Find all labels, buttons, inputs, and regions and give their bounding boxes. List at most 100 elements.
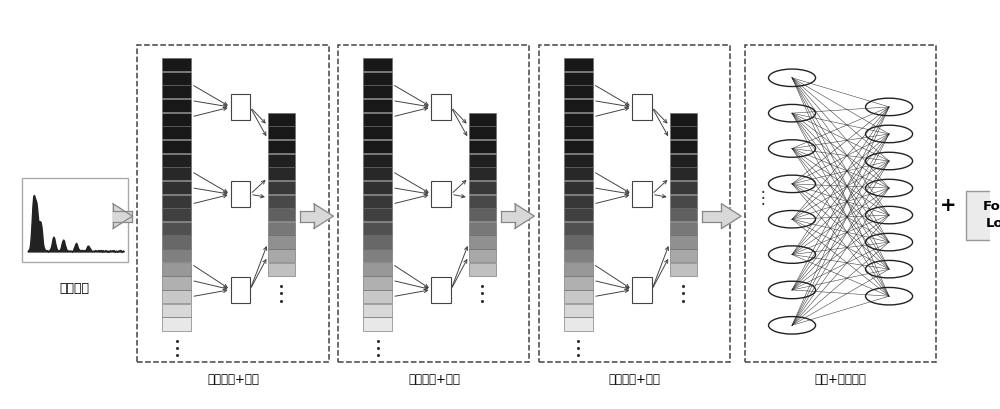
Bar — [469, 140, 496, 153]
Bar — [268, 112, 295, 126]
Bar — [230, 276, 250, 303]
Bar — [469, 208, 496, 221]
Bar — [469, 236, 496, 249]
Bar — [363, 112, 392, 126]
Bar — [268, 222, 295, 235]
Bar — [268, 181, 295, 194]
Bar — [564, 195, 593, 208]
Bar — [268, 249, 295, 262]
Bar — [338, 45, 529, 362]
Bar — [363, 263, 392, 276]
Bar — [632, 181, 652, 207]
Bar — [431, 94, 451, 120]
Text: 一维卷积+池化: 一维卷积+池化 — [207, 373, 259, 386]
Bar — [363, 126, 392, 139]
Bar — [162, 126, 191, 139]
Bar — [670, 195, 697, 208]
Bar — [632, 276, 652, 303]
Bar — [162, 195, 191, 208]
Bar — [670, 112, 697, 126]
Bar — [632, 94, 652, 120]
Bar — [162, 154, 191, 167]
Bar — [564, 249, 593, 262]
Bar — [564, 154, 593, 167]
Bar — [564, 72, 593, 85]
Bar — [162, 140, 191, 153]
Bar — [564, 167, 593, 180]
Bar — [363, 236, 392, 249]
Bar — [162, 58, 191, 71]
Bar — [162, 99, 191, 112]
Bar — [268, 195, 295, 208]
Bar — [670, 181, 697, 194]
Bar — [745, 45, 936, 362]
Bar — [670, 140, 697, 153]
Bar — [564, 290, 593, 303]
Bar — [363, 208, 392, 221]
Text: 一维卷积+池化: 一维卷积+池化 — [408, 373, 460, 386]
Text: Focal
Loss: Focal Loss — [983, 200, 1000, 230]
Text: +: + — [940, 196, 956, 215]
Bar — [670, 167, 697, 180]
Bar — [162, 181, 191, 194]
Bar — [162, 263, 191, 276]
Bar — [670, 126, 697, 139]
Bar — [469, 181, 496, 194]
Bar — [363, 58, 392, 71]
Bar — [564, 181, 593, 194]
Bar — [363, 222, 392, 235]
Bar — [162, 208, 191, 221]
Bar — [363, 181, 392, 194]
Bar — [564, 304, 593, 317]
Bar — [363, 276, 392, 290]
Bar — [162, 236, 191, 249]
Bar — [268, 167, 295, 180]
Bar — [363, 99, 392, 112]
Bar — [268, 140, 295, 153]
Bar — [162, 249, 191, 262]
Bar — [363, 85, 392, 99]
Bar — [469, 167, 496, 180]
Bar — [564, 317, 593, 330]
Bar — [363, 317, 392, 330]
Bar — [564, 208, 593, 221]
Bar — [469, 112, 496, 126]
Bar — [564, 276, 593, 290]
Bar — [539, 45, 730, 362]
Bar — [22, 178, 128, 262]
Polygon shape — [314, 204, 333, 229]
Bar — [162, 85, 191, 99]
Bar — [564, 112, 593, 126]
Bar — [268, 263, 295, 276]
Bar — [230, 94, 250, 120]
Bar — [469, 263, 496, 276]
Bar — [162, 167, 191, 180]
Bar — [469, 154, 496, 167]
Bar — [431, 276, 451, 303]
Text: ⋮: ⋮ — [754, 189, 771, 207]
Bar — [268, 126, 295, 139]
Bar — [966, 191, 1000, 240]
Bar — [162, 72, 191, 85]
Bar — [564, 222, 593, 235]
Text: 样本输入: 样本输入 — [60, 282, 90, 294]
Bar — [137, 45, 328, 362]
Bar — [268, 236, 295, 249]
Bar — [162, 276, 191, 290]
Text: 分类+损失计算: 分类+损失计算 — [815, 373, 866, 386]
Bar — [670, 236, 697, 249]
Bar — [363, 195, 392, 208]
Bar — [363, 290, 392, 303]
Polygon shape — [721, 204, 741, 229]
Bar — [162, 304, 191, 317]
Bar — [431, 181, 451, 207]
Bar — [363, 304, 392, 317]
Bar — [564, 140, 593, 153]
Bar — [670, 154, 697, 167]
Bar — [469, 195, 496, 208]
Bar — [300, 211, 314, 222]
Bar — [564, 85, 593, 99]
Bar — [702, 211, 721, 222]
Text: 一维卷积+池化: 一维卷积+池化 — [609, 373, 661, 386]
Bar — [268, 154, 295, 167]
